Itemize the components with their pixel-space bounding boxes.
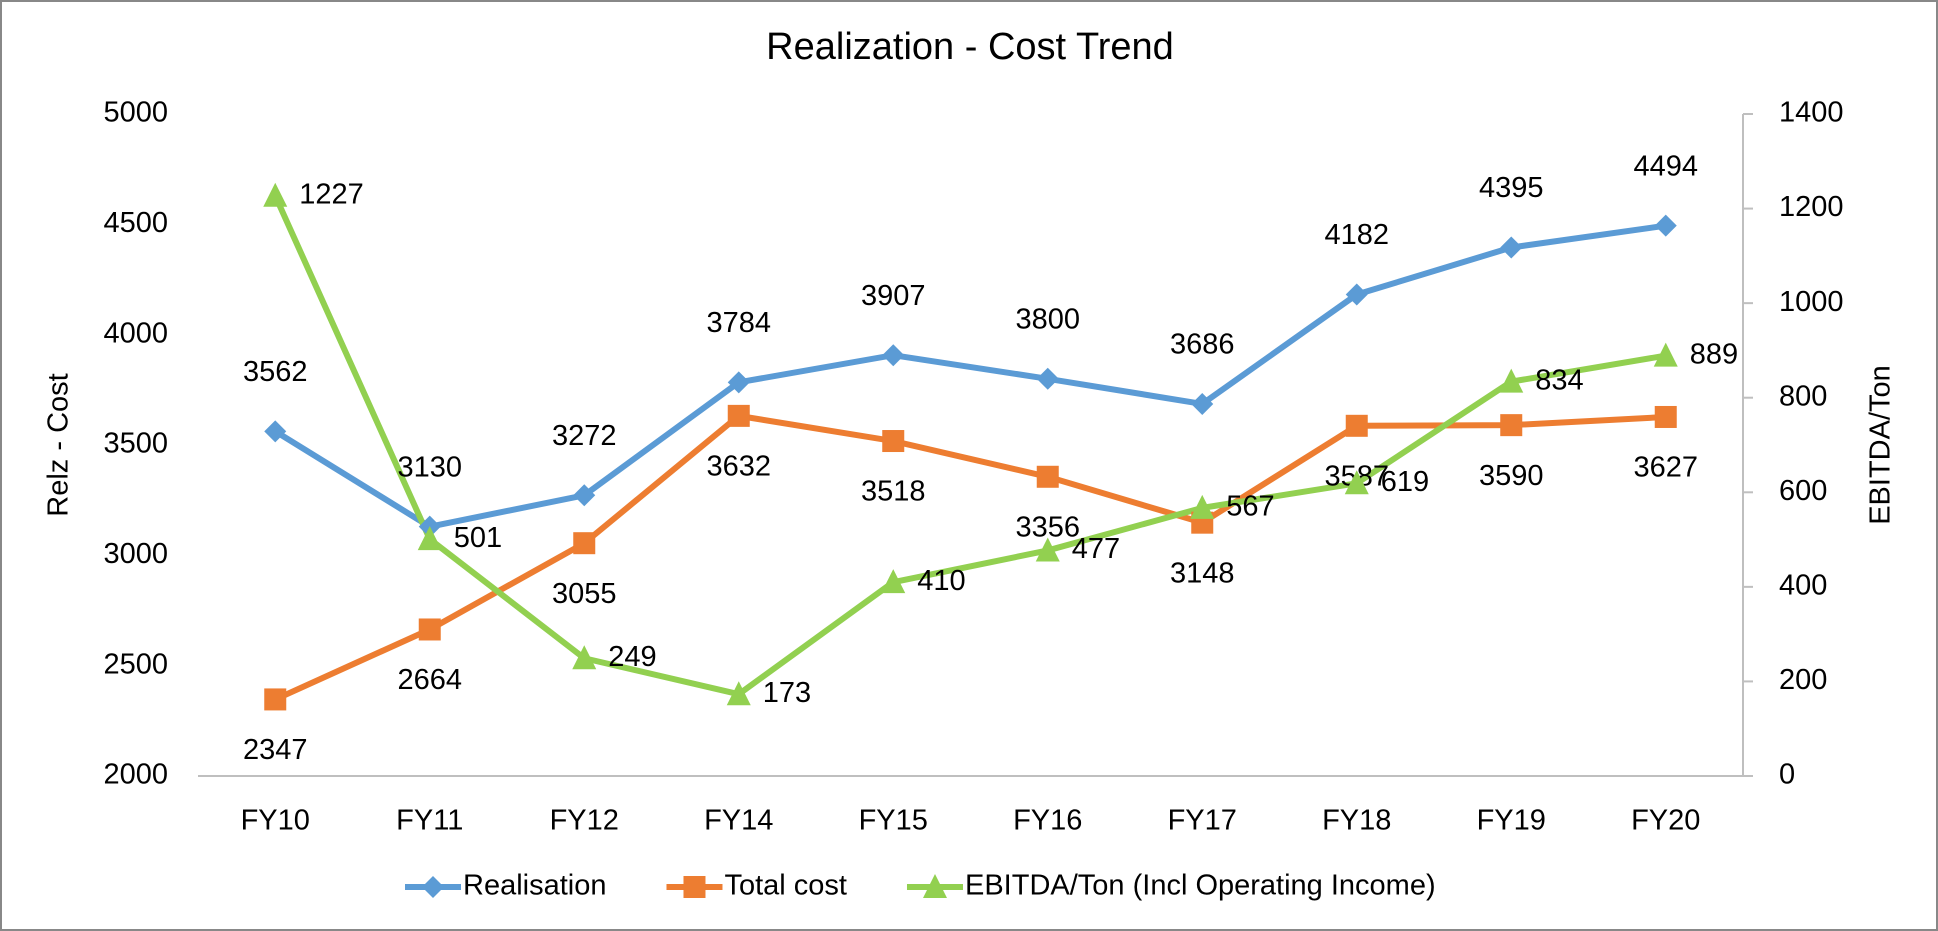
data-label: 3562	[243, 356, 308, 388]
data-point	[882, 430, 905, 453]
x-tick-label: FY19	[1477, 805, 1546, 837]
data-label: 2664	[397, 664, 462, 696]
data-label: 1227	[299, 178, 364, 210]
data-point	[726, 681, 751, 706]
data-label: 3632	[706, 451, 771, 483]
y2-tick-label: 0	[1779, 759, 1795, 791]
data-point	[263, 182, 288, 207]
data-point	[573, 484, 596, 507]
data-label: 3784	[706, 307, 771, 339]
data-label: 501	[454, 522, 502, 554]
y-tick-label: 3000	[103, 538, 168, 570]
data-label: 3800	[1015, 303, 1080, 335]
data-label: 249	[608, 641, 656, 673]
data-point	[1653, 342, 1678, 367]
data-label: 3590	[1479, 460, 1544, 492]
y-tick-label: 2500	[103, 648, 168, 680]
data-label: 3907	[861, 280, 926, 312]
data-point	[1345, 414, 1368, 437]
data-point	[1344, 470, 1369, 495]
data-label: 3272	[552, 420, 617, 452]
x-tick-label: FY20	[1631, 805, 1700, 837]
y-tick-label: 3500	[103, 428, 168, 460]
legend-marker	[422, 876, 444, 898]
x-tick-label: FY12	[550, 805, 619, 837]
legend-marker	[922, 874, 947, 898]
x-tick-label: FY17	[1168, 805, 1237, 837]
data-point	[264, 688, 287, 711]
y2-tick-label: 600	[1779, 475, 1827, 507]
data-point	[1499, 368, 1524, 393]
data-point	[727, 404, 750, 427]
data-point	[418, 618, 441, 641]
y-tick-label: 4500	[103, 207, 168, 239]
data-point	[881, 569, 906, 594]
legend-label: Total cost	[724, 870, 847, 902]
y2-tick-label: 200	[1779, 664, 1827, 696]
chart-title: Realization - Cost Trend	[766, 26, 1174, 68]
data-point	[1654, 214, 1677, 237]
data-point	[882, 344, 905, 367]
series-line	[274, 412, 1666, 703]
x-tick-label: FY15	[859, 805, 928, 837]
data-label: 3148	[1170, 557, 1235, 589]
data-point	[572, 645, 597, 670]
data-point	[1191, 392, 1214, 415]
data-point	[573, 532, 596, 555]
data-point	[1654, 405, 1677, 428]
data-label: 834	[1535, 364, 1583, 396]
data-label: 4494	[1633, 150, 1698, 182]
series-line	[272, 194, 1667, 698]
data-label: 567	[1226, 491, 1274, 523]
y2-tick-label: 400	[1779, 570, 1827, 602]
y-tick-label: 2000	[103, 759, 168, 791]
legend-marker	[683, 876, 706, 898]
data-point	[417, 526, 442, 551]
y2-tick-label: 1200	[1779, 191, 1844, 223]
x-tick-label: FY11	[396, 805, 463, 837]
series-line	[273, 222, 1667, 530]
y-axis-label: Relz - Cost	[43, 373, 75, 516]
data-label: 2347	[243, 734, 308, 766]
data-point	[1500, 414, 1523, 437]
data-label: 889	[1690, 338, 1738, 370]
y2-tick-label: 800	[1779, 380, 1827, 412]
data-point	[1036, 367, 1059, 390]
data-label: 477	[1072, 533, 1120, 565]
x-tick-label: FY14	[704, 805, 773, 837]
data-label: 3627	[1633, 452, 1698, 484]
data-label: 4182	[1324, 219, 1389, 251]
data-point	[1035, 537, 1060, 562]
data-label: 3686	[1170, 329, 1235, 361]
y2-axis-label: EBITDA/Ton	[1865, 365, 1897, 525]
x-tick-label: FY16	[1013, 805, 1082, 837]
y2-tick-label: 1400	[1779, 97, 1844, 129]
data-label: 410	[917, 565, 965, 597]
data-point	[1500, 236, 1523, 259]
data-point	[727, 371, 750, 394]
data-label: 4395	[1479, 172, 1544, 204]
data-label: 619	[1381, 466, 1429, 498]
x-tick-label: FY18	[1322, 805, 1391, 837]
data-label: 3055	[552, 578, 617, 610]
legend-label: Realisation	[463, 870, 606, 902]
data-label: 3130	[397, 451, 462, 483]
y-tick-label: 4000	[103, 317, 168, 349]
x-tick-label: FY10	[241, 805, 310, 837]
data-label: 173	[763, 677, 811, 709]
legend-label: EBITDA/Ton (Incl Operating Income)	[965, 870, 1436, 902]
data-point	[264, 420, 287, 443]
data-point	[1190, 494, 1215, 519]
y2-tick-label: 1000	[1779, 286, 1844, 318]
data-label: 3518	[861, 476, 926, 508]
data-point	[1345, 283, 1368, 306]
y-tick-label: 5000	[103, 97, 168, 129]
data-point	[1036, 465, 1059, 488]
